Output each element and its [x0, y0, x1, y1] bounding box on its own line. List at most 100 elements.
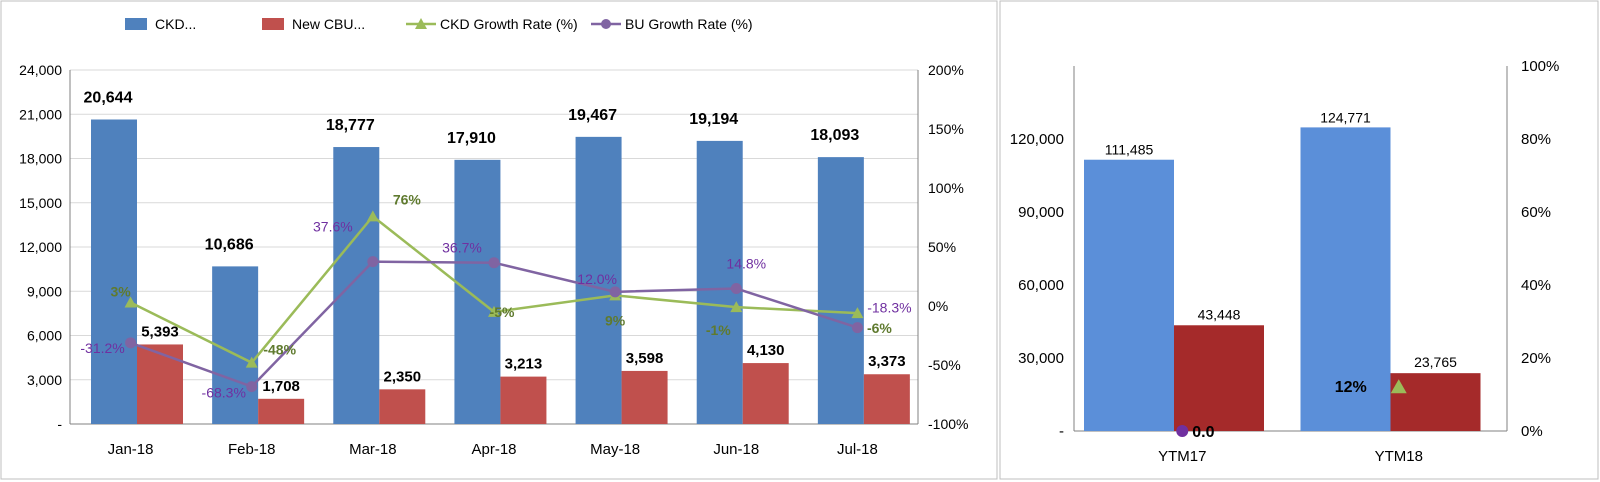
legend-swatch [262, 18, 284, 30]
legend-label: CKD... [155, 16, 196, 32]
cbu-bar [863, 374, 910, 424]
ckd-data-label: 17,910 [447, 130, 496, 147]
ckd-bar [575, 136, 622, 424]
ckd-data-label: 19,194 [689, 111, 738, 128]
y2-tick-label: 20% [1521, 350, 1551, 367]
ckd-data-label: 18,777 [326, 117, 375, 134]
y-tick-label: 18,000 [19, 151, 62, 167]
legend-label: BU Growth Rate (%) [625, 16, 753, 32]
x-tick-label: Jan-18 [108, 441, 154, 458]
y-tick-label: 90,000 [1018, 204, 1064, 221]
legend-swatch [125, 18, 147, 30]
cbu-bar [1174, 325, 1264, 431]
ckd-data-label: 20,644 [84, 90, 133, 107]
ckd-bar [91, 119, 137, 424]
bu-growth-marker [246, 381, 258, 393]
y2-tick-label: 50% [928, 239, 956, 255]
ckd-data-label: 19,467 [568, 107, 617, 124]
cbu-bar [621, 370, 668, 424]
bu-growth-label: 12.0% [577, 271, 617, 287]
bu-growth-marker [488, 257, 500, 269]
ckd-growth-label: 3% [110, 283, 131, 299]
y-tick-label: 24,000 [19, 62, 62, 78]
cbu-data-label: 2,350 [384, 368, 422, 385]
cbu-data-label: 3,373 [868, 353, 906, 370]
ckd-growth-label: -1% [706, 322, 731, 338]
bu-growth-label: 36.7% [442, 240, 482, 256]
ckd-growth-marker [488, 305, 500, 317]
ckd-data-label: 10,686 [205, 236, 254, 253]
bu-growth-marker [851, 322, 863, 334]
y2-tick-label: 80% [1521, 131, 1551, 148]
y2-tick-label: 100% [928, 180, 964, 196]
ckd-bar [454, 159, 501, 424]
ckd-bar [212, 266, 259, 424]
ckd-growth-marker [245, 356, 258, 368]
x-tick-label: Jul-18 [837, 441, 878, 458]
ckd-growth-marker [730, 301, 743, 313]
y-tick-label: 12,000 [19, 239, 62, 255]
cbu-bar [1390, 373, 1481, 431]
cbu-data-label: 5,393 [141, 323, 179, 340]
bu-growth-label: -31.2% [80, 340, 124, 356]
legend-label: CKD Growth Rate (%) [440, 16, 578, 32]
cbu-bar [137, 344, 183, 424]
y-tick-label: 6,000 [27, 328, 62, 344]
ckd-data-label: 124,771 [1320, 109, 1371, 125]
cbu-data-label: 4,130 [747, 342, 785, 359]
cbu-bar [258, 398, 305, 424]
bu-growth-marker [367, 256, 379, 268]
x-tick-label: Mar-18 [349, 441, 397, 458]
ckd-bar [696, 140, 743, 425]
ckd-growth-label: 76% [393, 191, 422, 207]
y2-tick-label: 200% [928, 62, 964, 78]
legend-marker [415, 18, 427, 29]
bu-growth-label: 37.6% [313, 219, 353, 235]
y2-tick-label: 0% [928, 298, 948, 314]
bu-growth-marker [125, 337, 137, 349]
y-tick-label: 60,000 [1018, 277, 1064, 294]
x-tick-label: Feb-18 [228, 441, 276, 458]
bu-growth-marker [1176, 425, 1189, 437]
bu-growth-label: -68.3% [202, 385, 246, 401]
y2-tick-label: -50% [928, 357, 961, 373]
legend-label: New CBU... [292, 16, 365, 32]
bu-growth-marker [609, 286, 621, 298]
cbu-data-label: 1,708 [262, 378, 300, 395]
y2-tick-label: -100% [928, 416, 968, 432]
ckd-growth-marker [851, 307, 864, 319]
y2-tick-label: 150% [928, 121, 964, 137]
ckd-growth-label: -48% [263, 342, 296, 358]
ckd-bar [817, 157, 864, 425]
ckd-growth-marker [124, 296, 137, 308]
y-tick-label: 3,000 [27, 372, 62, 388]
ckd-bar [1084, 159, 1174, 431]
bu-growth-label: 14.8% [726, 256, 766, 272]
y-tick-label: 120,000 [1010, 131, 1064, 148]
ckd-data-label: 18,093 [810, 127, 859, 144]
y2-tick-label: 0% [1521, 423, 1543, 440]
ckd-growth-label: 12% [1335, 379, 1367, 396]
y-tick-label: - [1059, 423, 1064, 440]
cbu-bar [742, 363, 789, 424]
y-tick-label: 9,000 [27, 283, 62, 299]
y2-tick-label: 40% [1521, 277, 1551, 294]
y-tick-label: 30,000 [1018, 350, 1064, 367]
ckd-bar [333, 147, 380, 424]
cbu-data-label: 23,765 [1414, 354, 1457, 370]
legend-marker [601, 19, 611, 29]
ytm-sales-chart: - 30,000 60,000 90,000 120,000 0% 20% 40% 60% 80%… [1010, 58, 1560, 465]
x-tick-label: Jun-18 [713, 441, 759, 458]
ckd-growth-label: -5% [490, 304, 515, 320]
monthly-sales-chart: - 3,000 6,000 9,000 12,000 15,000 18,000 21,000… [19, 16, 968, 458]
cbu-bar [379, 389, 426, 424]
ckd-data-label: 111,485 [1105, 142, 1154, 158]
ckd-growth-marker [1390, 379, 1407, 394]
bu-growth-label: -18.3% [867, 300, 911, 316]
bu-growth-marker [730, 283, 742, 295]
y-tick-label: - [57, 416, 62, 432]
x-tick-label: Apr-18 [471, 441, 516, 458]
cbu-data-label: 43,448 [1198, 306, 1241, 322]
x-tick-label: May-18 [590, 441, 640, 458]
